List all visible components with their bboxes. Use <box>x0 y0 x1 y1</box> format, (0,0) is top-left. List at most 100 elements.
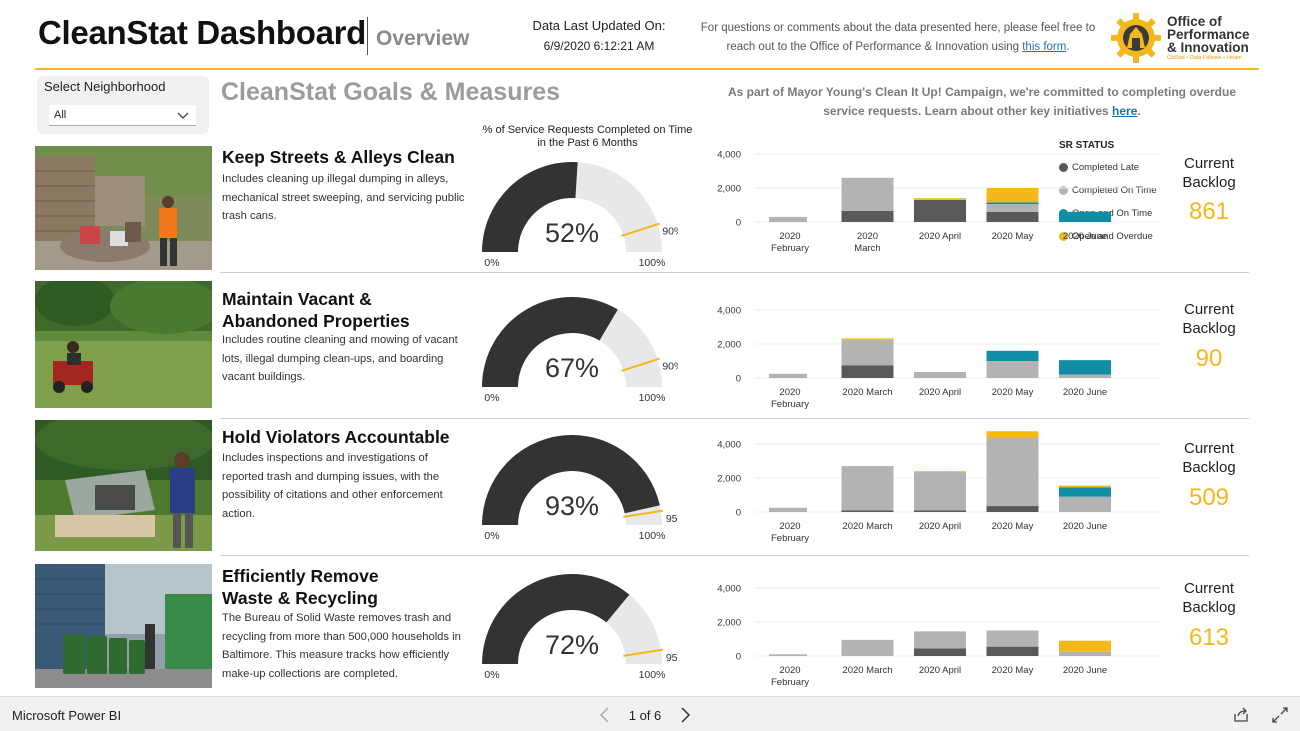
bar-segment[interactable] <box>841 339 894 366</box>
page-title: CleanStat Dashboard <box>38 14 367 51</box>
contact-text: For questions or comments about the data… <box>700 22 1096 53</box>
chevron-down-icon <box>177 112 189 119</box>
neighborhood-dropdown[interactable]: All <box>49 105 196 126</box>
bar-segment[interactable] <box>841 338 894 340</box>
bar-segment[interactable] <box>914 372 966 378</box>
gauge-target-label: 90% <box>662 226 678 238</box>
x-tick-label: 2020 June <box>1063 521 1107 532</box>
backlog-value-violators: 509 <box>1188 484 1230 511</box>
y-tick-label: 4,000 <box>717 440 741 451</box>
gauge-value-arc <box>482 435 660 525</box>
bar-segment[interactable] <box>986 211 1039 222</box>
y-tick-label: 0 <box>736 374 741 385</box>
bar-segment[interactable] <box>1059 360 1111 375</box>
logo-line-1: Office of <box>1167 14 1222 29</box>
bar-segment[interactable] <box>1059 485 1111 488</box>
bar-segment[interactable] <box>914 199 966 200</box>
bar-segment[interactable] <box>841 177 894 211</box>
bar-segment[interactable] <box>914 199 966 222</box>
fullscreen-icon[interactable] <box>1271 706 1289 724</box>
header-rule <box>35 68 1259 70</box>
gauge-vacant[interactable]: 67% 90% 0% 100% <box>478 283 678 433</box>
bar-segment[interactable] <box>986 202 1039 205</box>
bar-segment[interactable] <box>769 654 807 656</box>
bar-segment[interactable] <box>1059 487 1111 497</box>
goals-heading: CleanStat Goals & Measures <box>221 78 561 106</box>
bar-segment[interactable] <box>1059 496 1111 512</box>
bar-segment[interactable] <box>986 431 1039 439</box>
gauge-value-label: 72% <box>545 630 599 660</box>
bar-segment[interactable] <box>841 365 894 378</box>
logo-subtext: CitiStat • Data Fellows • i-team <box>1167 55 1242 61</box>
bar-segment[interactable] <box>914 631 966 649</box>
x-tick-label: 2020 April <box>919 521 961 532</box>
bar-segment[interactable] <box>986 361 1039 378</box>
bar-segment[interactable] <box>914 648 966 656</box>
backlog-label-waste: Current Backlog <box>1182 580 1236 616</box>
photo-vacant-properties <box>35 281 212 408</box>
bar-segment[interactable] <box>1059 651 1111 656</box>
legend-item-completed-on-time[interactable]: Completed On Time <box>1059 179 1179 202</box>
goal-title-streets: Keep Streets & Alleys Clean <box>222 146 455 168</box>
x-tick-label: 2020 May <box>992 231 1034 242</box>
photo-streets-alleys <box>35 146 212 270</box>
goal-title-waste: Efficiently Remove Waste & Recycling <box>222 565 379 609</box>
legend-dot <box>1059 163 1068 172</box>
bar-segment[interactable] <box>769 216 807 222</box>
chevron-left-icon[interactable] <box>595 705 615 725</box>
bar-segment[interactable] <box>841 639 894 656</box>
bar-segment[interactable] <box>769 507 807 512</box>
initiatives-link[interactable]: here <box>1112 104 1138 118</box>
contact-form-link[interactable]: this form <box>1022 41 1067 53</box>
x-tick-label: February <box>771 399 809 410</box>
powerbi-brand[interactable]: Microsoft Power BI <box>12 708 122 723</box>
y-tick-label: 2,000 <box>717 340 741 351</box>
legend-item-open-overdue[interactable]: Open and Overdue <box>1059 225 1179 248</box>
photo-waste-recycling <box>35 564 212 688</box>
goal-desc-vacant: Includes routine cleaning and mowing of … <box>222 334 458 383</box>
bar-segment[interactable] <box>986 188 1039 203</box>
gauge-streets[interactable]: 52% 90% 0% 100% <box>478 148 678 298</box>
gauge-column-title: % of Service Requests Completed on Time … <box>482 124 693 149</box>
campaign-end: . <box>1137 104 1141 118</box>
backlog-label-streets: Current Backlog <box>1182 155 1236 191</box>
bar-segment[interactable] <box>986 506 1039 512</box>
bar-segment[interactable] <box>841 466 894 511</box>
bar-segment[interactable] <box>914 471 966 473</box>
bar-segment[interactable] <box>769 373 807 378</box>
bar-segment[interactable] <box>986 350 1039 361</box>
bar-segment[interactable] <box>1059 374 1111 378</box>
goal-desc-waste: The Bureau of Solid Waste removes trash … <box>222 612 461 680</box>
x-tick-label: 2020 <box>779 665 800 676</box>
bar-segment[interactable] <box>986 438 1039 507</box>
gauge-violators[interactable]: 93% 95% 0% 100% <box>478 421 678 571</box>
logo-line-2: Performance <box>1167 27 1250 42</box>
legend-dot <box>1059 186 1068 195</box>
bar-segment[interactable] <box>914 198 966 200</box>
gauge-value-arc <box>482 574 630 664</box>
bar-segment[interactable] <box>914 510 966 512</box>
bar-segment[interactable] <box>1059 211 1111 222</box>
chevron-right-icon[interactable] <box>675 705 695 725</box>
x-tick-label: 2020 April <box>919 387 961 398</box>
x-tick-label: 2020 <box>857 231 878 242</box>
bar-segment[interactable] <box>1059 640 1111 652</box>
logo-line-3: & Innovation <box>1167 40 1249 55</box>
bar-segment[interactable] <box>986 646 1039 656</box>
page-indicator: 1 of 6 <box>628 708 662 723</box>
bar-segment[interactable] <box>986 204 1039 212</box>
gauge-waste[interactable]: 72% 95% 0% 100% <box>478 560 678 710</box>
bar-segment[interactable] <box>841 510 894 512</box>
neighborhood-slicer-label: Select Neighborhood <box>44 79 166 94</box>
bar-segment[interactable] <box>914 472 966 511</box>
goal-title-line: Hold Violators Accountable <box>222 427 450 447</box>
opi-logo-text: Office of Performance & Innovation <box>1167 14 1250 55</box>
bar-segment[interactable] <box>986 630 1039 647</box>
legend-item-completed-late[interactable]: Completed Late <box>1059 156 1179 179</box>
bar-segment[interactable] <box>841 210 894 222</box>
share-icon[interactable] <box>1232 706 1250 724</box>
